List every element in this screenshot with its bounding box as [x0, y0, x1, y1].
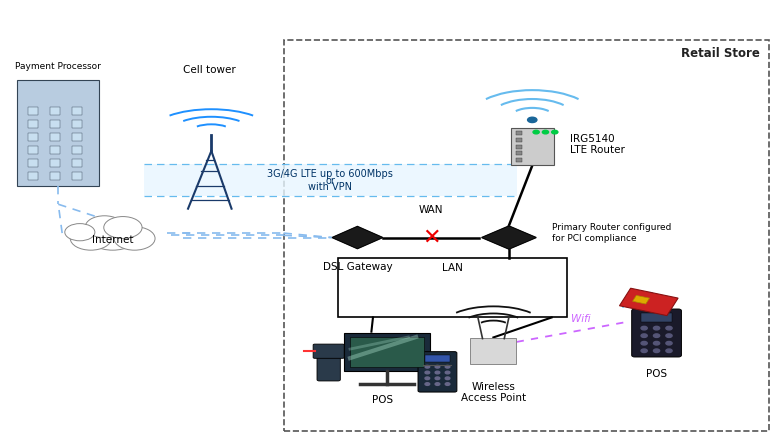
Text: Internet: Internet	[92, 235, 134, 245]
Bar	[344, 333, 430, 371]
Circle shape	[425, 377, 430, 380]
Circle shape	[552, 131, 558, 134]
Bar	[516, 138, 522, 142]
Text: POS: POS	[372, 395, 394, 405]
Text: Wifi: Wifi	[571, 313, 591, 324]
Bar	[71, 120, 82, 128]
Polygon shape	[619, 288, 678, 316]
Bar	[516, 151, 522, 155]
Circle shape	[435, 377, 440, 380]
FancyBboxPatch shape	[418, 352, 457, 392]
Circle shape	[445, 383, 450, 385]
Circle shape	[641, 341, 647, 345]
Polygon shape	[333, 226, 382, 249]
FancyBboxPatch shape	[632, 309, 681, 357]
Circle shape	[70, 227, 111, 250]
Bar	[28, 159, 38, 167]
FancyBboxPatch shape	[313, 344, 344, 358]
Bar	[50, 172, 61, 180]
Circle shape	[666, 326, 672, 330]
Bar	[511, 128, 553, 165]
Bar	[71, 133, 82, 141]
Circle shape	[435, 365, 440, 368]
Text: Payment Processor: Payment Processor	[16, 62, 101, 71]
Bar	[516, 145, 522, 148]
Circle shape	[85, 216, 124, 238]
Bar	[71, 107, 82, 115]
Text: Wireless
Access Point: Wireless Access Point	[461, 382, 526, 404]
Polygon shape	[482, 226, 536, 249]
Bar	[50, 107, 61, 115]
Circle shape	[528, 117, 537, 123]
Circle shape	[425, 383, 430, 385]
Bar	[28, 172, 38, 180]
Circle shape	[653, 349, 660, 353]
Circle shape	[666, 341, 672, 345]
FancyBboxPatch shape	[470, 338, 516, 364]
Text: or: or	[326, 176, 335, 186]
Bar	[71, 172, 82, 180]
Circle shape	[666, 334, 672, 337]
Bar	[28, 133, 38, 141]
Bar	[17, 80, 99, 186]
Circle shape	[445, 377, 450, 380]
Circle shape	[104, 217, 142, 238]
Circle shape	[653, 341, 660, 345]
Circle shape	[666, 349, 672, 353]
Text: with VPN: with VPN	[308, 182, 352, 192]
Circle shape	[653, 326, 660, 330]
Bar	[425, 355, 450, 362]
Text: Cell tower: Cell tower	[183, 65, 236, 75]
Text: Retail Store: Retail Store	[681, 47, 760, 59]
Text: WAN: WAN	[419, 205, 444, 215]
Bar	[50, 120, 61, 128]
Circle shape	[114, 227, 155, 250]
Circle shape	[425, 365, 430, 368]
Text: DSL Gateway: DSL Gateway	[322, 262, 392, 272]
Circle shape	[641, 349, 647, 353]
Bar	[50, 133, 61, 141]
Bar	[71, 159, 82, 167]
Text: IRG5140
LTE Router: IRG5140 LTE Router	[570, 134, 625, 155]
Bar	[50, 146, 61, 154]
Circle shape	[641, 334, 647, 337]
Circle shape	[542, 131, 549, 134]
Circle shape	[445, 371, 450, 374]
Bar	[71, 146, 82, 154]
Text: LAN: LAN	[442, 263, 463, 273]
Polygon shape	[632, 295, 650, 304]
Bar	[144, 164, 517, 196]
Bar	[516, 131, 522, 135]
Circle shape	[653, 334, 660, 337]
Text: ✕: ✕	[422, 227, 441, 248]
FancyBboxPatch shape	[317, 356, 340, 381]
Circle shape	[87, 221, 138, 250]
Circle shape	[435, 371, 440, 374]
Bar	[516, 158, 522, 162]
Text: Primary Router configured
for PCI compliance: Primary Router configured for PCI compli…	[552, 223, 671, 243]
Bar	[50, 159, 61, 167]
Text: POS: POS	[646, 369, 667, 379]
Bar	[28, 146, 38, 154]
Circle shape	[533, 131, 539, 134]
Bar	[284, 40, 769, 431]
Bar	[28, 107, 38, 115]
Bar	[338, 258, 567, 317]
Bar	[641, 313, 672, 322]
Text: 3G/4G LTE up to 600Mbps: 3G/4G LTE up to 600Mbps	[267, 170, 393, 179]
Circle shape	[425, 371, 430, 374]
Circle shape	[445, 365, 450, 368]
Circle shape	[435, 383, 440, 385]
Circle shape	[641, 326, 647, 330]
Bar	[28, 120, 38, 128]
Bar	[350, 337, 424, 367]
Circle shape	[64, 224, 95, 241]
